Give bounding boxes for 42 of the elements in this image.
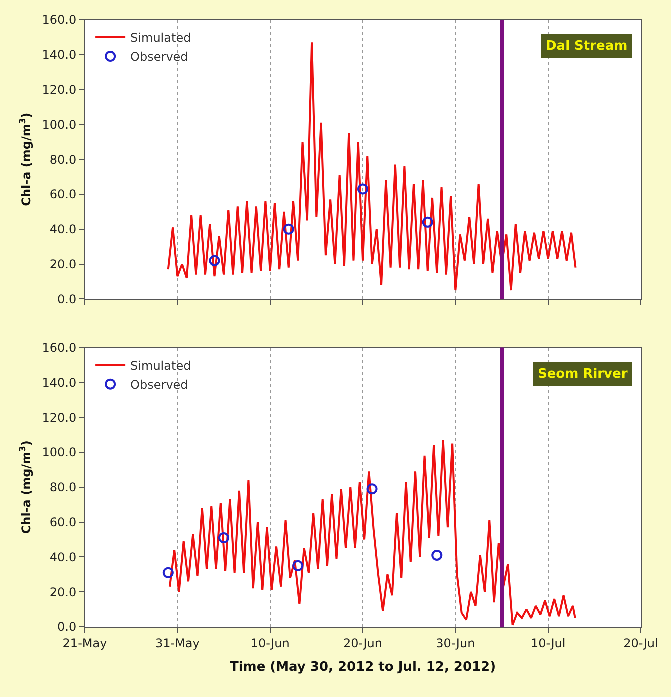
y-tick-label: 80.0 — [50, 152, 77, 167]
y-tick-label: 140.0 — [42, 376, 77, 390]
line-series — [168, 439, 576, 626]
point — [283, 224, 294, 235]
x-tick-label: 20-Jul — [624, 636, 658, 650]
y-tick-label: 0.0 — [58, 292, 77, 306]
point — [292, 560, 304, 572]
point — [358, 184, 368, 195]
x-tick-label: 21-May — [62, 636, 108, 650]
annotation: Seom Rirver — [538, 367, 628, 382]
x-tick-label: 30-Jun — [436, 636, 476, 650]
y-tick-label: 40.0 — [50, 550, 77, 564]
legend-label: Simulated — [130, 358, 192, 373]
x-tick-label: 10-Jun — [250, 636, 290, 650]
point — [432, 550, 443, 561]
y-tick-label: 100.0 — [42, 446, 77, 460]
x-tick-label: 31-May — [155, 636, 200, 650]
point — [218, 532, 230, 544]
point — [366, 484, 378, 495]
legend-label: Simulated — [130, 31, 192, 46]
y-tick-label: 20.0 — [50, 258, 77, 272]
point — [162, 567, 174, 578]
y-tick-label: 120.0 — [42, 410, 77, 425]
y-tick-label: 60.0 — [50, 515, 77, 530]
legend-label: Observed — [130, 50, 188, 64]
legend-label: Observed — [130, 378, 188, 392]
x-axis-title: Time (May 30, 2012 to Jul. 12, 2012) — [230, 660, 496, 675]
point — [209, 255, 220, 266]
y-tick-label: 80.0 — [50, 480, 77, 495]
point — [422, 216, 434, 228]
y-tick-label: 100.0 — [42, 118, 77, 132]
y-tick-label: 120.0 — [42, 83, 77, 98]
x-tick-label: 20-Jun — [343, 636, 383, 650]
annotation: Dal Stream — [546, 39, 628, 54]
y-tick-label: 160.0 — [42, 13, 77, 28]
y-tick-label: 20.0 — [50, 585, 77, 600]
y-tick-label: 40.0 — [50, 222, 77, 237]
y-tick-label: 160.0 — [42, 340, 77, 355]
y-tick-label: 140.0 — [42, 48, 77, 62]
x-tick-label: 10-Jul — [530, 636, 566, 650]
y-tick-label: 0.0 — [58, 620, 77, 634]
y-tick-label: 60.0 — [50, 188, 77, 202]
